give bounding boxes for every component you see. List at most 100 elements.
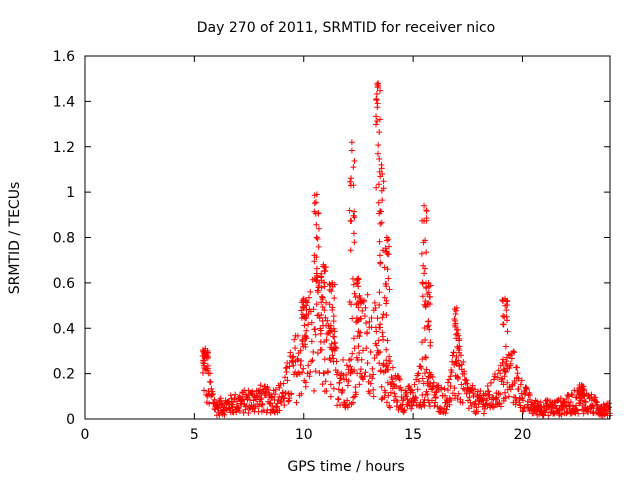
data-point <box>291 336 298 343</box>
data-point <box>421 270 428 277</box>
data-point <box>419 217 426 224</box>
data-point <box>348 356 355 363</box>
data-point <box>285 398 292 405</box>
data-point <box>313 191 320 198</box>
data-point <box>308 338 315 345</box>
data-point <box>419 339 426 346</box>
data-point <box>382 389 389 396</box>
data-point <box>253 392 260 399</box>
data-point <box>333 371 340 378</box>
data-point <box>382 245 389 252</box>
data-point <box>507 360 514 367</box>
data-point <box>350 230 357 237</box>
data-point <box>376 156 383 163</box>
data-point <box>375 337 382 344</box>
data-point <box>281 395 288 402</box>
data-point <box>361 312 368 319</box>
data-point <box>348 139 355 146</box>
data-point <box>257 396 264 403</box>
data-point <box>294 332 301 339</box>
data-point <box>386 243 393 250</box>
data-point <box>571 387 578 394</box>
data-point <box>470 392 477 399</box>
data-point <box>232 391 239 398</box>
data-point <box>588 402 595 409</box>
data-point <box>425 279 432 286</box>
data-point <box>267 399 274 406</box>
data-point <box>374 150 381 157</box>
data-point <box>298 390 305 397</box>
data-point <box>270 387 277 394</box>
data-point <box>311 252 318 259</box>
data-point <box>380 336 387 343</box>
data-point <box>367 349 374 356</box>
data-point <box>420 399 427 406</box>
y-tick-label: 0.4 <box>53 321 75 337</box>
data-point <box>438 384 445 391</box>
data-point <box>327 393 334 400</box>
data-point <box>387 357 394 364</box>
data-point <box>386 403 393 410</box>
data-point <box>217 395 224 402</box>
data-point <box>418 404 425 411</box>
data-point <box>350 212 357 219</box>
data-point <box>421 370 428 377</box>
data-point <box>503 313 510 320</box>
data-point <box>466 394 473 401</box>
data-point <box>507 386 514 393</box>
data-point <box>227 392 234 399</box>
data-point <box>375 199 382 206</box>
data-point <box>443 406 450 413</box>
data-point <box>331 295 338 302</box>
data-point <box>268 393 275 400</box>
data-point <box>380 311 387 318</box>
data-point <box>329 279 336 286</box>
data-point <box>329 352 336 359</box>
data-point <box>376 289 383 296</box>
data-point <box>313 265 320 272</box>
data-point <box>503 307 510 314</box>
data-point <box>453 353 460 360</box>
data-point <box>361 373 368 380</box>
data-point <box>463 377 470 384</box>
data-point <box>379 197 386 204</box>
data-point <box>321 370 328 377</box>
data-point <box>563 409 570 416</box>
data-point <box>349 315 356 322</box>
axes: 0 5 10 15 20 0 0.2 0.4 0.6 0.8 1 1.2 1.4 1.6 <box>53 49 610 443</box>
data-point <box>330 313 337 320</box>
data-point <box>200 359 207 366</box>
data-point <box>542 409 549 416</box>
data-point <box>290 353 297 360</box>
data-point <box>379 329 386 336</box>
data-point <box>376 129 383 136</box>
data-point <box>391 390 398 397</box>
data-point <box>502 394 509 401</box>
data-point <box>202 345 209 352</box>
data-point <box>375 181 382 188</box>
data-point <box>343 362 350 369</box>
data-point <box>492 395 499 402</box>
data-point <box>301 322 308 329</box>
data-point <box>378 161 385 168</box>
data-point <box>305 321 312 328</box>
data-point <box>448 369 455 376</box>
data-point <box>208 385 215 392</box>
data-point <box>272 391 279 398</box>
data-point <box>510 348 517 355</box>
y-tick-label: 0.8 <box>53 231 75 247</box>
data-point <box>309 357 316 364</box>
data-point <box>396 376 403 383</box>
data-point <box>418 250 425 257</box>
data-point <box>450 349 457 356</box>
data-point <box>494 374 501 381</box>
data-point <box>455 390 462 397</box>
data-point <box>318 311 325 318</box>
data-point <box>455 357 462 364</box>
data-point <box>207 370 214 377</box>
data-point <box>426 283 433 290</box>
data-point <box>422 337 429 344</box>
data-point <box>331 333 338 340</box>
data-point <box>578 395 585 402</box>
data-point <box>315 225 322 232</box>
